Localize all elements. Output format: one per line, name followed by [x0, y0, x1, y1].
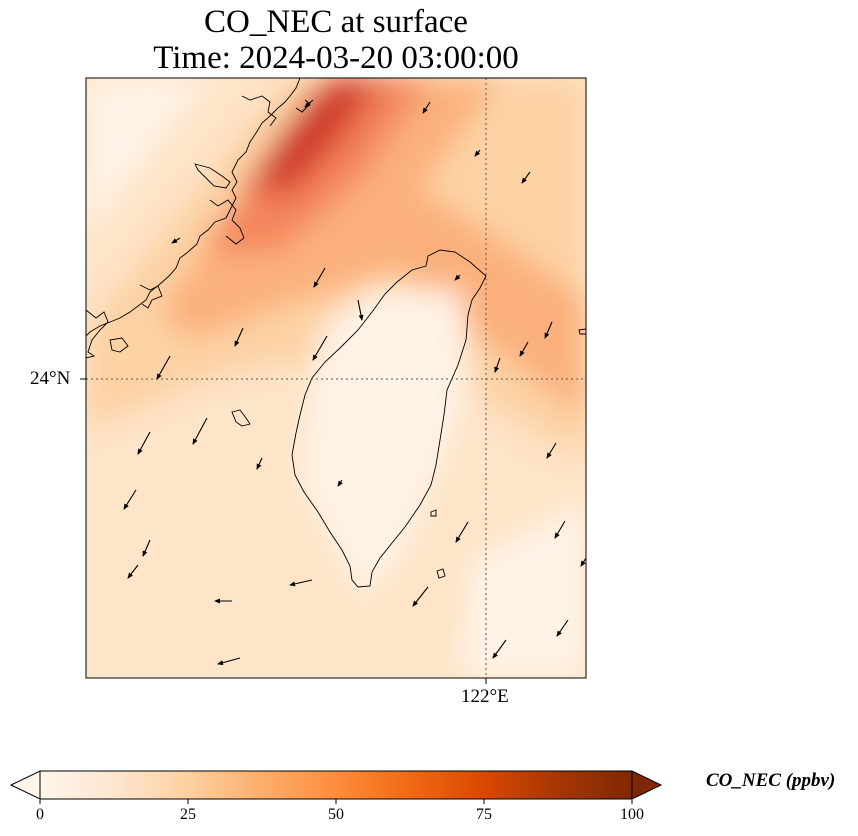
wind-vector-arrow: [544, 321, 553, 339]
colorbar-tick-label: 100: [620, 806, 644, 823]
wind-vector-arrow: [142, 539, 151, 557]
wind-vector-arrow: [171, 237, 181, 244]
wind-vector-arrow: [521, 171, 531, 184]
colorbar-tick-label: 75: [476, 806, 492, 823]
map-plot: [80, 77, 587, 684]
yonaguni-island: [578, 328, 586, 335]
wind-vector-arrow: [304, 99, 314, 108]
wind-vector-arrow: [554, 520, 566, 539]
wind-vector-arrow: [546, 442, 557, 459]
china-coastline-5: [241, 95, 277, 127]
wind-vector-arrow: [337, 479, 343, 487]
wind-vector-arrow: [234, 327, 244, 347]
china-coastline-4: [209, 199, 245, 245]
wind-vector-arrow: [312, 335, 328, 361]
green-island: [430, 509, 437, 517]
wind-vector-arrow: [454, 274, 461, 281]
taiwan-coastline: [291, 249, 487, 588]
plot-title: CO_NEC at surface: [204, 4, 468, 40]
colorbar-title: CO_NEC (ppbv): [706, 770, 836, 791]
wind-vector-arrow: [519, 341, 529, 357]
colorbar-extend-min: [9, 770, 41, 800]
colorbar-tick-label: 25: [180, 806, 196, 823]
colorbar-body: [39, 770, 633, 800]
wind-vector-arrow: [422, 101, 431, 114]
field-plume-peak: [260, 78, 365, 185]
colorbar-extend-max: [631, 770, 663, 800]
colorbar: [9, 770, 663, 804]
wind-vector-arrow: [455, 521, 469, 543]
plot-time-subtitle: Time: 2024-03-20 03:00:00: [153, 40, 519, 76]
wind-vector-arrow: [256, 457, 263, 470]
concentration-field: [86, 78, 586, 678]
wind-vector-arrow: [412, 586, 429, 607]
wind-vector-arrow: [474, 149, 481, 157]
penghu-islands: [231, 409, 251, 427]
coastlines: [86, 78, 586, 588]
field-nw-low: [86, 78, 210, 240]
china-island-1: [194, 163, 231, 189]
map-frame: [85, 77, 587, 679]
colorbar-ticks: [39, 799, 633, 804]
field-taiwan-low: [300, 290, 470, 600]
lon-tick-label: 122°E: [461, 686, 509, 707]
china-coastline-2: [86, 309, 109, 359]
wind-vector-arrow: [192, 417, 208, 445]
colorbar-tick-label: 0: [36, 806, 44, 823]
gridlines: [86, 78, 586, 678]
wind-vector-arrow: [556, 619, 569, 637]
wind-vector-arrow: [494, 357, 501, 373]
colorbar-tick-label: 50: [328, 806, 344, 823]
wind-vector-arrow: [313, 267, 326, 288]
wind-vector-arrow: [492, 639, 507, 659]
wind-vector-arrow: [217, 657, 241, 666]
wind-vectors: [123, 99, 587, 666]
wind-vector-arrow: [123, 489, 137, 510]
china-coastline-3: [139, 284, 163, 309]
wind-vector-arrow: [127, 564, 139, 579]
field-strait-light: [86, 360, 300, 678]
wind-vector-arrow: [289, 579, 313, 587]
field-se-low: [460, 500, 586, 678]
wind-vector-arrow: [156, 355, 171, 380]
china-coastline: [86, 78, 301, 337]
china-island-2: [109, 337, 129, 353]
orchid-island: [436, 568, 446, 579]
wind-vector-arrow: [357, 299, 364, 321]
wind-vector-arrow: [580, 557, 587, 567]
lat-tick-label: 24°N: [30, 368, 71, 389]
wind-vector-arrow: [137, 431, 151, 455]
